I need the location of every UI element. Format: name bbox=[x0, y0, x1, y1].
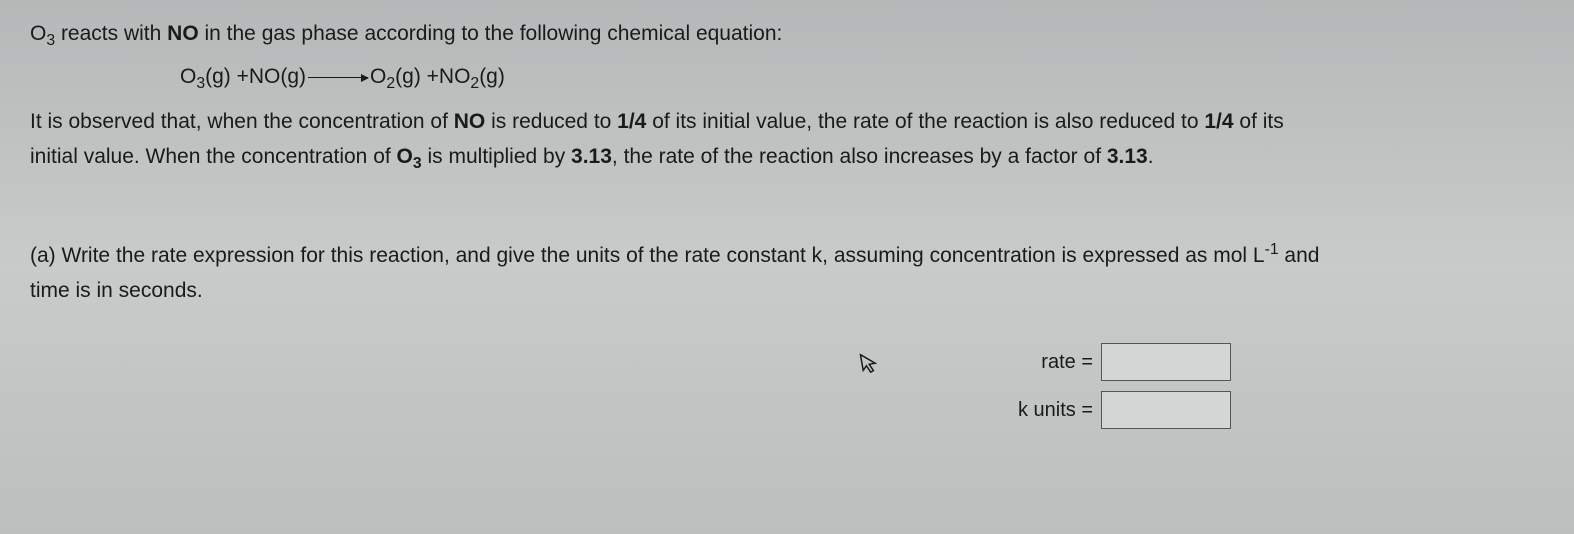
qa-l2: time is in seconds. bbox=[30, 279, 203, 302]
kunits-input[interactable] bbox=[1101, 391, 1231, 429]
obs-l2c: is multiplied by bbox=[422, 145, 571, 168]
eqn-r2: NO bbox=[249, 65, 281, 88]
obs-l1d: 1/4 bbox=[617, 110, 646, 133]
observation-line-2: initial value. When the concentration of… bbox=[30, 141, 1544, 176]
kunits-row: k units = bbox=[343, 391, 1231, 429]
obs-l2b: O bbox=[397, 145, 413, 168]
rate-label: rate = bbox=[343, 347, 1093, 377]
intro-no: NO bbox=[167, 22, 199, 45]
reaction-arrow-icon bbox=[308, 77, 368, 78]
rate-input[interactable] bbox=[1101, 343, 1231, 381]
eqn-p1: O bbox=[370, 65, 386, 88]
qa-l1b: and bbox=[1279, 244, 1320, 267]
eqn-p2: NO bbox=[439, 65, 471, 88]
kunits-label: k units = bbox=[343, 395, 1093, 425]
qa-l1sup: -1 bbox=[1265, 241, 1279, 258]
obs-l2a: initial value. When the concentration of bbox=[30, 145, 397, 168]
obs-l1f: 1/4 bbox=[1204, 110, 1233, 133]
obs-l1b: NO bbox=[454, 110, 486, 133]
obs-l1c: is reduced to bbox=[485, 110, 617, 133]
rate-row: rate = bbox=[343, 343, 1231, 381]
intro-o-sub: 3 bbox=[46, 32, 55, 49]
obs-l2d: 3.13 bbox=[571, 145, 612, 168]
observation-line-1: It is observed that, when the concentrat… bbox=[30, 106, 1544, 138]
intro-tail: in the gas phase according to the follow… bbox=[199, 22, 783, 45]
eqn-r1: O bbox=[180, 65, 196, 88]
intro-line: O3 reacts with NO in the gas phase accor… bbox=[30, 18, 1544, 53]
question-a-line-2: time is in seconds. bbox=[30, 275, 1544, 307]
eqn-p1-phase: (g) + bbox=[395, 65, 439, 88]
obs-l2g: . bbox=[1148, 145, 1154, 168]
eqn-r1-phase: (g) + bbox=[205, 65, 249, 88]
eqn-p2-phase: (g) bbox=[479, 65, 505, 88]
eqn-p2-sub: 2 bbox=[470, 75, 479, 92]
eqn-p1-sub: 2 bbox=[386, 75, 395, 92]
intro-mid1: reacts with bbox=[55, 22, 167, 45]
obs-l1g: of its bbox=[1234, 110, 1284, 133]
obs-l2e: , the rate of the reaction also increase… bbox=[612, 145, 1107, 168]
obs-l1a: It is observed that, when the concentrat… bbox=[30, 110, 454, 133]
obs-l2b-sub: 3 bbox=[413, 155, 422, 172]
obs-l1e: of its initial value, the rate of the re… bbox=[646, 110, 1204, 133]
eqn-r2-phase: (g) bbox=[280, 65, 306, 88]
chemical-equation: O3(g) +NO(g)O2(g) +NO2(g) bbox=[30, 61, 1544, 96]
eqn-r1-sub: 3 bbox=[196, 75, 205, 92]
obs-l2f: 3.13 bbox=[1107, 145, 1148, 168]
question-a-line-1: (a) Write the rate expression for this r… bbox=[30, 238, 1544, 272]
answer-block: rate = k units = bbox=[30, 343, 1544, 429]
intro-o: O bbox=[30, 22, 46, 45]
qa-l1a: (a) Write the rate expression for this r… bbox=[30, 244, 1265, 267]
